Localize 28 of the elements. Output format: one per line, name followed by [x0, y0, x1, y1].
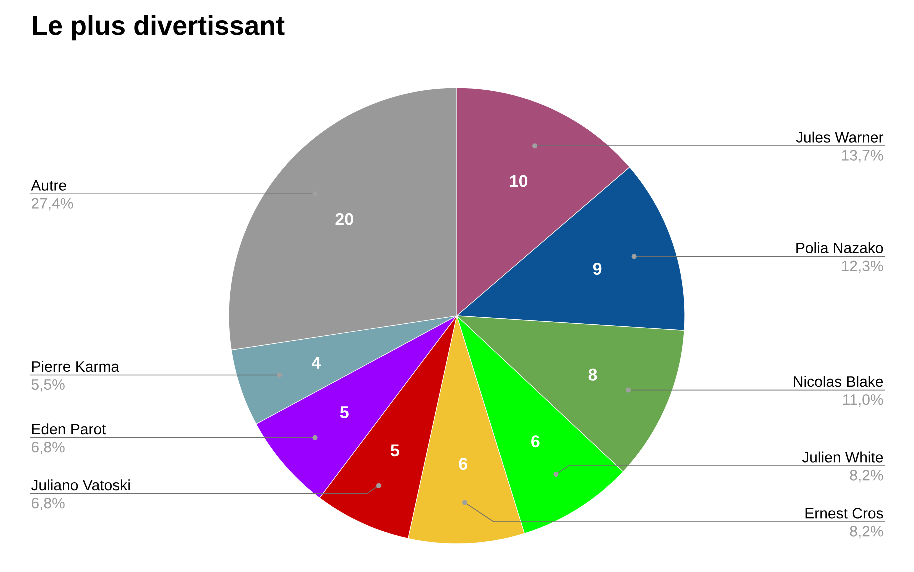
slice-label: Eden Parot [32, 424, 106, 435]
data-label: 8 [588, 368, 598, 381]
text: 6,8% [32, 442, 65, 454]
text: 13,7% [842, 150, 884, 163]
text: 8,2% [850, 470, 884, 483]
slice-label: Nicolas Blake [794, 376, 884, 388]
text: 27,4% [32, 198, 74, 211]
data-label: 20 [336, 213, 354, 226]
slice-label: Julien White [802, 452, 884, 463]
data-label: 4 [312, 357, 322, 369]
data-label: 10 [510, 175, 528, 188]
chart-title: Le plus divertissant [33, 16, 285, 41]
data-label: 5 [390, 444, 400, 457]
text: 5,5% [32, 379, 65, 392]
text: 11,0% [844, 394, 884, 407]
slice-label: Jules Warner [796, 132, 884, 143]
text: 8,2% [850, 526, 884, 539]
slice-label: Ernest Cros [806, 508, 884, 519]
slice-label: Juliano Vatoski [31, 480, 130, 491]
data-label: 6 [459, 458, 468, 470]
slice-label: Autre [31, 180, 66, 191]
text: 12,3% [842, 260, 884, 274]
data-label: 6 [532, 436, 540, 448]
data-label: 5 [340, 406, 349, 419]
data-label: 9 [593, 262, 602, 275]
text: 6,8% [32, 498, 65, 510]
slice-label: Polia Nazako [796, 242, 884, 254]
slice-label: Pierre Karma [32, 361, 120, 372]
